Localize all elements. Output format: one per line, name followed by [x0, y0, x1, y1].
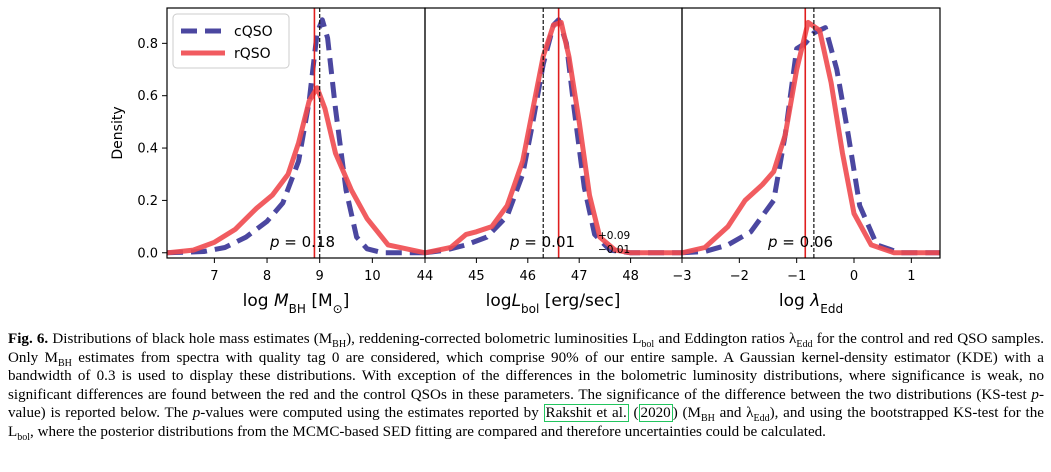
axis-label-part: [erg/sec] — [539, 291, 620, 311]
x-tick-label: 8 — [263, 269, 271, 284]
axis-label-part: ] — [343, 291, 350, 311]
x-tick-label: 1 — [907, 269, 915, 284]
chart-panel-3: −3 −2 −1 0 1 — [672, 7, 941, 284]
caption-text-7: -values were computed using the estimate… — [200, 405, 544, 422]
axis-label-part: log — [486, 291, 512, 311]
y-tick-label: 0.4 — [137, 142, 158, 157]
axis-label-part: L — [512, 291, 521, 311]
caption-italic-p: p — [1031, 386, 1039, 403]
p-value-annotation-lbol: p = 0.01 — [509, 233, 575, 251]
caption-text-10: ), and using the bootstrapped KS-test fo… — [8, 405, 1044, 440]
subscript: bol — [641, 339, 655, 351]
x-tick-label: 46 — [520, 269, 537, 284]
y-tick-label: 0.8 — [137, 37, 158, 52]
x-axis-label-lbol: logLbol [erg/sec] — [486, 291, 621, 316]
series-rqso-curve — [681, 19, 940, 256]
y-tick-label: 0.0 — [137, 246, 158, 261]
axis-label-part: ⊙ — [333, 302, 343, 316]
p-symbol: p — [767, 233, 778, 251]
x-axis-label-edd: log λEdd — [779, 291, 843, 316]
p-value: = 0.06 — [778, 233, 834, 251]
figure-caption: Fig. 6. Distributions of black hole mass… — [8, 331, 1044, 443]
axis-label-part: BH — [289, 302, 306, 316]
p-value: = 0.01 — [520, 233, 576, 251]
chart-panel-2: 44 45 46 47 48 — [417, 7, 683, 284]
axis-label-part: [M — [306, 291, 333, 311]
legend-label-cqso: cQSO — [234, 24, 273, 40]
p-value: = 0.18 — [280, 233, 336, 251]
x-tick-label: 44 — [417, 269, 434, 284]
axis-label-part: log — [243, 291, 274, 311]
subscript: BH — [57, 357, 72, 369]
y-axis-label: Density — [110, 106, 126, 159]
citation-link-year[interactable]: 2020 — [638, 404, 673, 423]
axis-label-part: λ — [809, 291, 820, 311]
series-rqso-curve — [166, 85, 426, 256]
legend-label-rqso: rQSO — [234, 46, 271, 62]
axes-frame — [424, 7, 683, 259]
legend-frame — [172, 13, 290, 69]
axes-frame — [681, 7, 941, 259]
axis-label-part: bol — [521, 302, 539, 316]
p-value-lower-error: −0.01 — [598, 244, 630, 256]
y-tick-label: 0.2 — [137, 194, 158, 209]
legend: cQSO rQSO — [172, 13, 290, 69]
caption-italic-p: p — [192, 405, 201, 422]
axis-label-part: Edd — [820, 302, 843, 316]
subscript: bol — [17, 431, 31, 443]
p-value-upper-error: +0.09 — [598, 230, 630, 242]
x-tick-label: 47 — [571, 269, 588, 284]
series-cqso-curve — [681, 25, 940, 256]
series-cqso-curve — [166, 17, 425, 256]
figure-panels: 7 8 9 10 0.0 0.2 0.4 0.6 0.8 44 45 46 47 48 −3 −2 −1 0 1 lo… — [110, 7, 941, 316]
axis-label-part: log — [779, 291, 810, 311]
subscript: BH — [700, 413, 715, 425]
x-tick-label: 7 — [210, 269, 218, 284]
p-symbol: p — [509, 233, 520, 251]
caption-text-5: estimates from spectra with quality tag … — [8, 349, 1044, 403]
subscript: BH — [332, 339, 347, 351]
p-value-annotation-mbh: p = 0.18 — [269, 233, 335, 251]
caption-text-2: ), reddening-corrected bolometric lumino… — [346, 331, 642, 347]
subscript: Edd — [796, 339, 813, 351]
x-tick-label: −2 — [730, 269, 749, 284]
series-cqso-curve — [424, 17, 682, 256]
caption-text-11: , where the posterior distributions from… — [30, 423, 826, 440]
y-tick-label: 0.6 — [137, 89, 158, 104]
subscript: Edd — [753, 413, 770, 425]
series-rqso-curve — [424, 19, 682, 256]
x-tick-label: 0 — [850, 269, 858, 284]
x-tick-label: 9 — [316, 269, 324, 284]
caption-text-6: -value) is reported below. The — [8, 386, 1044, 422]
caption-fig-label: Fig. 6. — [8, 331, 49, 347]
x-tick-label: −3 — [672, 269, 691, 284]
x-tick-label: 45 — [468, 269, 485, 284]
caption-text-8: (M — [677, 405, 701, 422]
caption-text-9: and λ — [714, 405, 754, 422]
chart-panel-1: 7 8 9 10 0.0 0.2 0.4 0.6 0.8 — [137, 7, 426, 284]
caption-text-1: Distributions of black hole mass estimat… — [52, 331, 333, 347]
p-symbol: p — [269, 233, 280, 251]
x-tick-label: −1 — [787, 269, 806, 284]
axis-label-part: M — [274, 291, 289, 311]
x-tick-label: 10 — [364, 269, 381, 284]
x-axis-label-mbh: log MBH [M⊙] — [243, 291, 350, 316]
citation-link-author[interactable]: Rakshit et al. — [543, 404, 629, 423]
p-value-annotation-edd: p = 0.06 — [767, 233, 833, 251]
x-tick-label: 48 — [622, 269, 639, 284]
caption-text-3: and Eddington ratios λ — [654, 331, 797, 347]
caption-text-4: for the control and red QSO samples. Onl… — [8, 331, 1044, 366]
